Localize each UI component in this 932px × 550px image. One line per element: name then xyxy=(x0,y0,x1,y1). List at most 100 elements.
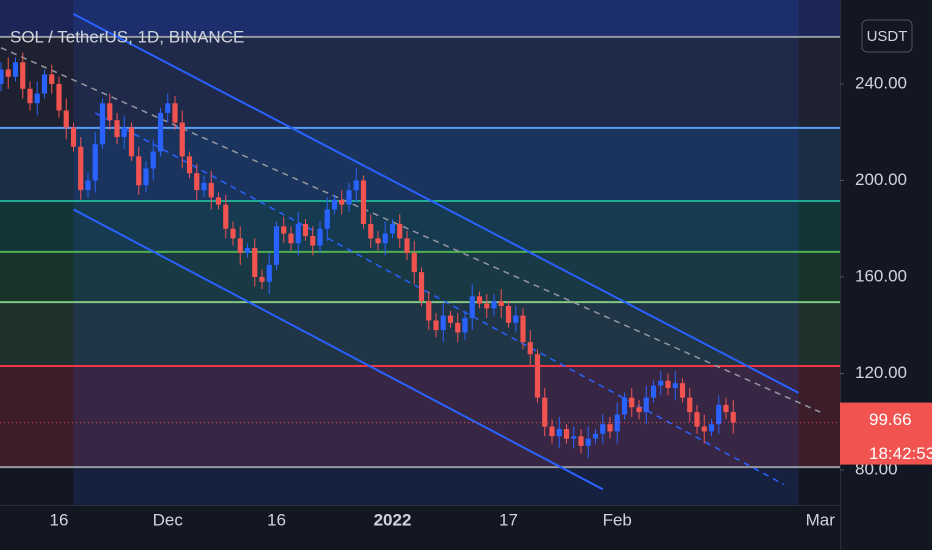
candle-body xyxy=(41,74,48,94)
candle-body xyxy=(723,404,729,413)
y-tick-label: 200.00 xyxy=(855,170,907,189)
candle-body xyxy=(5,69,11,77)
y-tick-label: 120.00 xyxy=(855,363,907,382)
candle-body xyxy=(49,74,55,84)
candle-body xyxy=(607,424,613,432)
candle-body xyxy=(20,62,26,89)
candle-body xyxy=(215,197,222,205)
candle-body xyxy=(295,223,301,244)
candle-body xyxy=(571,436,577,439)
candle-body xyxy=(404,238,410,253)
candle-body xyxy=(99,103,106,145)
candle-body xyxy=(462,318,468,333)
candle-body xyxy=(636,407,642,413)
x-tick-label: Dec xyxy=(153,510,184,529)
candle-body xyxy=(252,248,258,277)
candle-body xyxy=(534,354,541,398)
candle-body xyxy=(143,168,149,186)
candle-body xyxy=(592,433,599,439)
candle-body xyxy=(331,199,338,210)
currency-label[interactable]: USDT xyxy=(867,28,908,45)
candle-body xyxy=(716,404,722,425)
y-tick-label: 160.00 xyxy=(855,266,907,285)
candle-body xyxy=(730,412,736,423)
candle-body xyxy=(629,397,635,408)
candle-body xyxy=(447,315,454,323)
time-axis xyxy=(0,505,840,550)
candle-body xyxy=(92,144,98,181)
candle-body xyxy=(128,127,135,157)
candle-body xyxy=(614,414,620,432)
trend-line xyxy=(94,112,785,486)
candle-body xyxy=(389,223,396,234)
candle-body xyxy=(491,301,497,309)
candle-body xyxy=(549,426,555,437)
candle-body xyxy=(244,248,251,253)
candle-body xyxy=(455,322,461,333)
candle-body xyxy=(310,235,316,246)
candle-body xyxy=(324,209,330,229)
zone-band xyxy=(0,36,840,128)
currency-button[interactable] xyxy=(861,19,913,53)
candle-body xyxy=(208,182,214,198)
candle-body xyxy=(520,315,526,343)
candle-body xyxy=(114,120,120,138)
candle-body xyxy=(556,428,562,437)
candle-body xyxy=(687,397,693,413)
candle-body xyxy=(27,88,33,104)
candle-body xyxy=(281,226,287,234)
candle-body xyxy=(63,110,69,128)
candle-body xyxy=(273,226,280,265)
candle-body xyxy=(679,383,686,398)
candle-body xyxy=(266,264,272,282)
candle-body xyxy=(34,93,40,104)
candle-body xyxy=(694,412,700,427)
candle-body xyxy=(397,223,403,239)
x-tick-label: Mar xyxy=(806,510,836,529)
candle-body xyxy=(353,180,359,191)
candle-body xyxy=(136,156,142,186)
candle-body xyxy=(375,238,381,244)
candle-body xyxy=(513,315,519,323)
candle-body xyxy=(78,146,84,191)
y-tick-label: 240.00 xyxy=(855,73,907,92)
candle-body xyxy=(0,69,4,84)
candle-body xyxy=(179,122,185,157)
candle-body xyxy=(360,180,367,224)
candle-body xyxy=(411,252,417,273)
candle-body xyxy=(346,190,352,205)
candle-body xyxy=(12,62,19,77)
candle-body xyxy=(542,397,548,427)
candle-body xyxy=(107,103,113,121)
trend-line xyxy=(73,13,799,394)
candle-body xyxy=(440,315,446,331)
candle-body xyxy=(469,296,475,319)
candle-body xyxy=(505,305,512,323)
candle-body xyxy=(172,103,178,123)
candle-body xyxy=(621,397,628,415)
candle-body xyxy=(56,83,62,111)
candle-body xyxy=(230,228,236,239)
candle-body xyxy=(194,173,200,191)
candle-body xyxy=(578,436,584,446)
candle-body xyxy=(85,180,91,191)
candle-body xyxy=(259,276,265,282)
x-tick-label: 2022 xyxy=(374,510,412,529)
trend-line xyxy=(73,208,604,491)
chart-title: SOL / TetherUS, 1D, BINANCE xyxy=(10,27,244,46)
candle-body xyxy=(201,182,207,191)
candle-body xyxy=(426,301,432,321)
zone-band xyxy=(0,366,840,468)
zone-band xyxy=(0,200,840,252)
x-tick-label: 16 xyxy=(267,510,286,529)
zone-band xyxy=(0,0,840,37)
candle-body xyxy=(368,223,374,239)
candle-body xyxy=(708,424,715,432)
candle-body xyxy=(701,426,707,432)
candle-body xyxy=(70,127,77,147)
candle-body xyxy=(665,380,671,388)
candle-body xyxy=(650,385,657,398)
candle-body xyxy=(476,296,483,304)
x-tick-label: 16 xyxy=(50,510,69,529)
last-price-label: 99.66 xyxy=(869,410,912,429)
